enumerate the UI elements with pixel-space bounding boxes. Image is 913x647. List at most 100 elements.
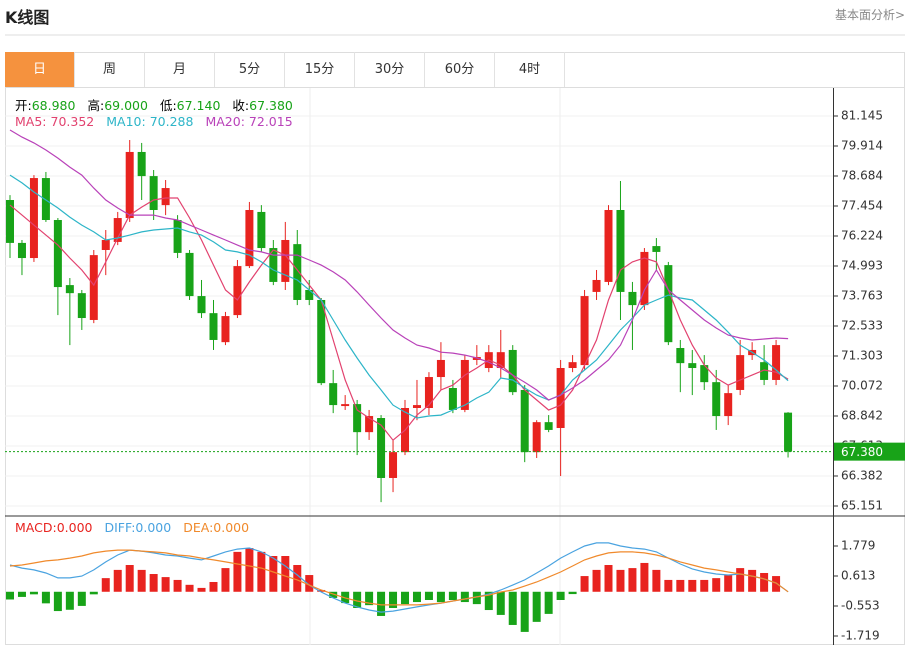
macd-bar	[353, 591, 362, 608]
macd-bar	[161, 577, 170, 592]
macd-bar	[424, 591, 433, 601]
macd-bar	[676, 579, 685, 592]
macd-bar	[436, 591, 445, 603]
y-tick-label: 79.914	[841, 139, 883, 153]
candle-body	[676, 348, 685, 364]
chart-frame	[5, 52, 905, 645]
legend-item: DIFF:0.000	[104, 520, 171, 535]
candle-body	[760, 362, 769, 380]
legend-name: MA10:	[106, 114, 146, 129]
period-tab[interactable]: 60分	[425, 52, 495, 87]
legend-name: MACD:	[15, 520, 57, 535]
candle-body	[616, 209, 625, 292]
period-tab[interactable]: 周	[75, 52, 145, 87]
candle-body	[568, 362, 577, 369]
info-value: 67.140	[176, 98, 221, 113]
macd-bar	[293, 565, 302, 592]
candle-body	[269, 248, 278, 282]
macd-bar	[628, 568, 637, 592]
candle-body	[496, 352, 505, 369]
macd-bar	[556, 591, 565, 601]
candle-body	[365, 416, 374, 433]
y-tick-label: 70.072	[841, 379, 883, 393]
candle-body	[640, 251, 649, 306]
legend-value: 70.352	[50, 114, 95, 129]
candle-body	[700, 365, 709, 383]
info-item: 收:67.380	[232, 98, 292, 113]
candle-body	[520, 389, 529, 453]
legend-item: MA10: 70.288	[106, 114, 193, 129]
period-tab[interactable]: 15分	[285, 52, 355, 87]
period-tabs: 日周月 5分 15分 30分 60分 4时	[5, 52, 565, 87]
macd-legend: MACD:0.000 DIFF:0.000 DEA:0.000	[15, 520, 261, 535]
y-tick-label: 68.842	[841, 408, 883, 422]
macd-bar	[412, 591, 421, 603]
period-tab[interactable]: 5分	[215, 52, 285, 87]
macd-bar	[389, 591, 398, 608]
macd-bar	[544, 591, 553, 614]
candle-body	[532, 422, 541, 453]
candle-body	[113, 218, 122, 242]
legend-name: MA20:	[205, 114, 245, 129]
y-tick-label: -0.553	[841, 598, 880, 612]
candle-body	[448, 388, 457, 410]
macd-bar	[448, 591, 457, 601]
candle-body	[544, 422, 553, 430]
macd-bar	[125, 565, 134, 592]
macd-bar	[484, 591, 493, 611]
legend-value: 0.000	[56, 520, 93, 535]
candle-body	[233, 266, 242, 316]
period-tab[interactable]: 月	[145, 52, 215, 87]
macd-bar	[508, 591, 517, 625]
candle-body	[17, 242, 26, 259]
legend-name: DEA:	[183, 520, 214, 535]
candle-body	[101, 239, 110, 250]
legend-value: 72.015	[248, 114, 293, 129]
candle-body	[724, 393, 733, 417]
macd-bar	[233, 551, 242, 592]
legend-item: DEA:0.000	[183, 520, 249, 535]
macd-bar	[197, 587, 206, 592]
macd-bar	[664, 579, 673, 592]
period-tab[interactable]: 30分	[355, 52, 425, 87]
macd-bar	[29, 591, 38, 595]
ohlc-info: 开:68.980 高:69.000 低:67.140 收:67.380	[15, 95, 305, 114]
macd-bar	[688, 579, 697, 592]
period-tab[interactable]: 日	[5, 52, 75, 87]
legend-name: MA5:	[15, 114, 47, 129]
candle-body	[460, 359, 469, 410]
candle-body	[628, 291, 637, 306]
legend-item: MA20: 72.015	[205, 114, 292, 129]
info-value: 69.000	[104, 98, 148, 113]
info-item: 高:69.000	[87, 98, 147, 113]
macd-bar	[772, 576, 781, 592]
legend-item: MACD:0.000	[15, 520, 92, 535]
macd-bar	[460, 591, 469, 603]
candle-body	[257, 211, 266, 249]
candle-body	[652, 246, 661, 252]
candle-body	[424, 377, 433, 409]
candle-body	[185, 252, 194, 297]
candle-body	[209, 313, 218, 340]
candle-body	[772, 345, 781, 380]
macd-bar	[724, 575, 733, 592]
macd-bar	[365, 591, 374, 606]
info-label: 开:	[15, 98, 32, 113]
candle-body	[556, 368, 565, 428]
macd-bar	[17, 591, 26, 597]
candle-body	[149, 176, 158, 210]
candle-body	[305, 289, 314, 300]
fundamentals-link[interactable]: 基本面分析>	[834, 8, 905, 22]
indicator-line	[9, 549, 789, 606]
macd-bar	[269, 556, 278, 592]
macd-bar	[472, 591, 481, 605]
y-tick-label: 77.454	[841, 198, 883, 212]
y-tick-label: 74.993	[841, 259, 883, 273]
title: K线图	[5, 8, 50, 27]
candle-body	[221, 316, 230, 343]
candle-body	[41, 178, 50, 220]
period-tab[interactable]: 4时	[495, 52, 565, 87]
y-tick-label: -1.719	[841, 628, 880, 642]
legend-value: 0.000	[213, 520, 250, 535]
